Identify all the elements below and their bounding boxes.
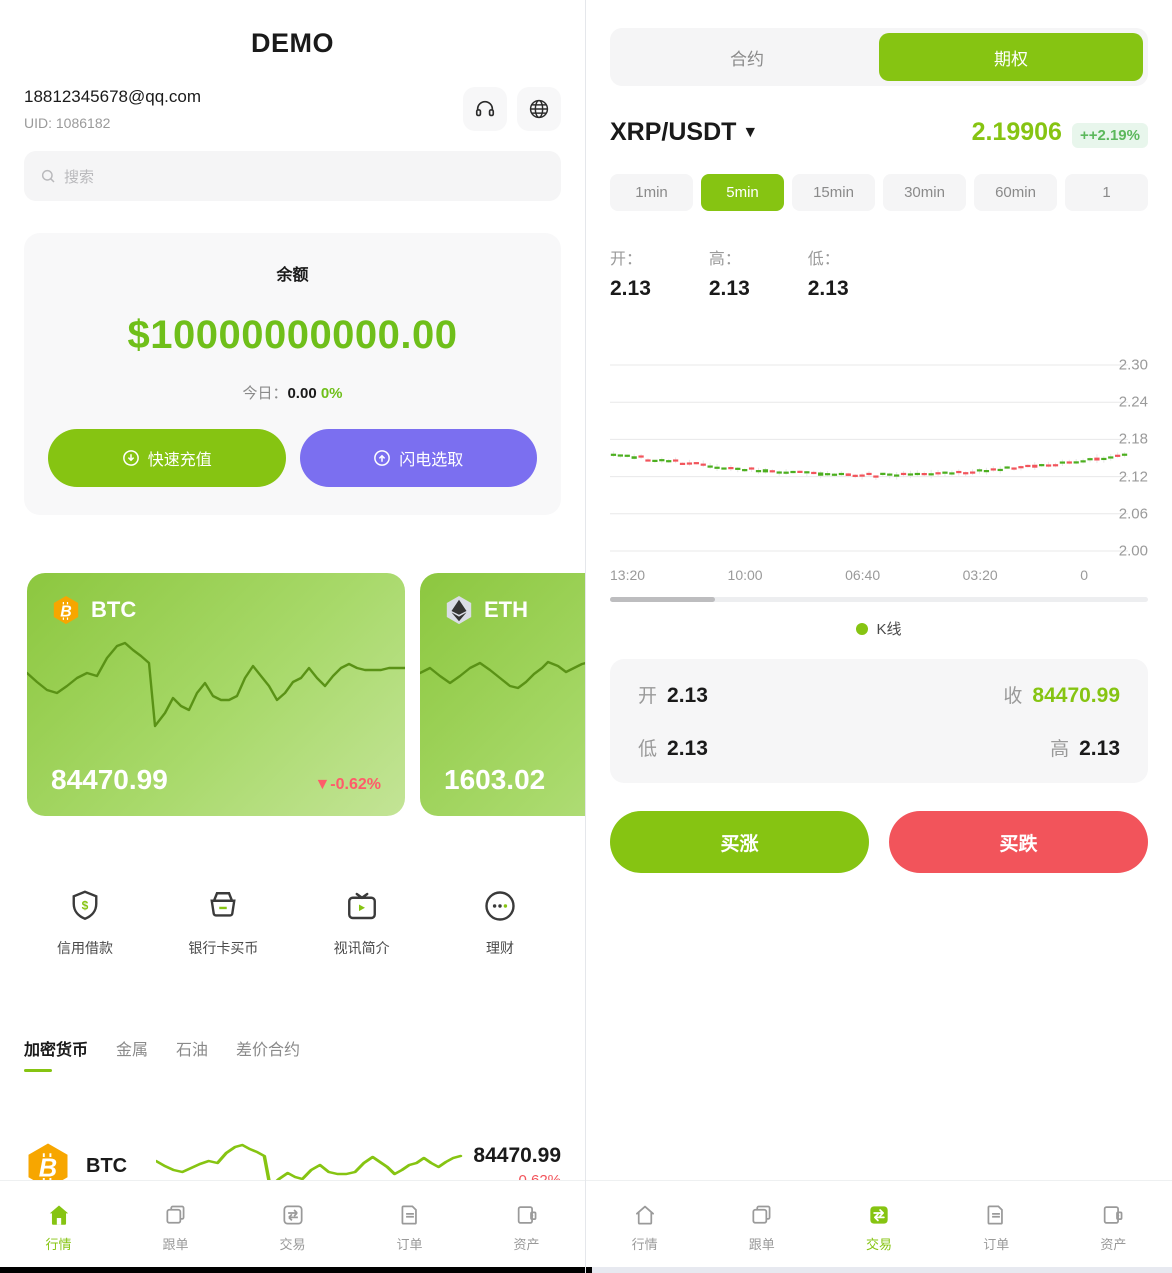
svg-text:$: $ bbox=[82, 898, 89, 912]
svg-text:B: B bbox=[39, 1155, 57, 1183]
svg-text:B: B bbox=[60, 604, 72, 621]
